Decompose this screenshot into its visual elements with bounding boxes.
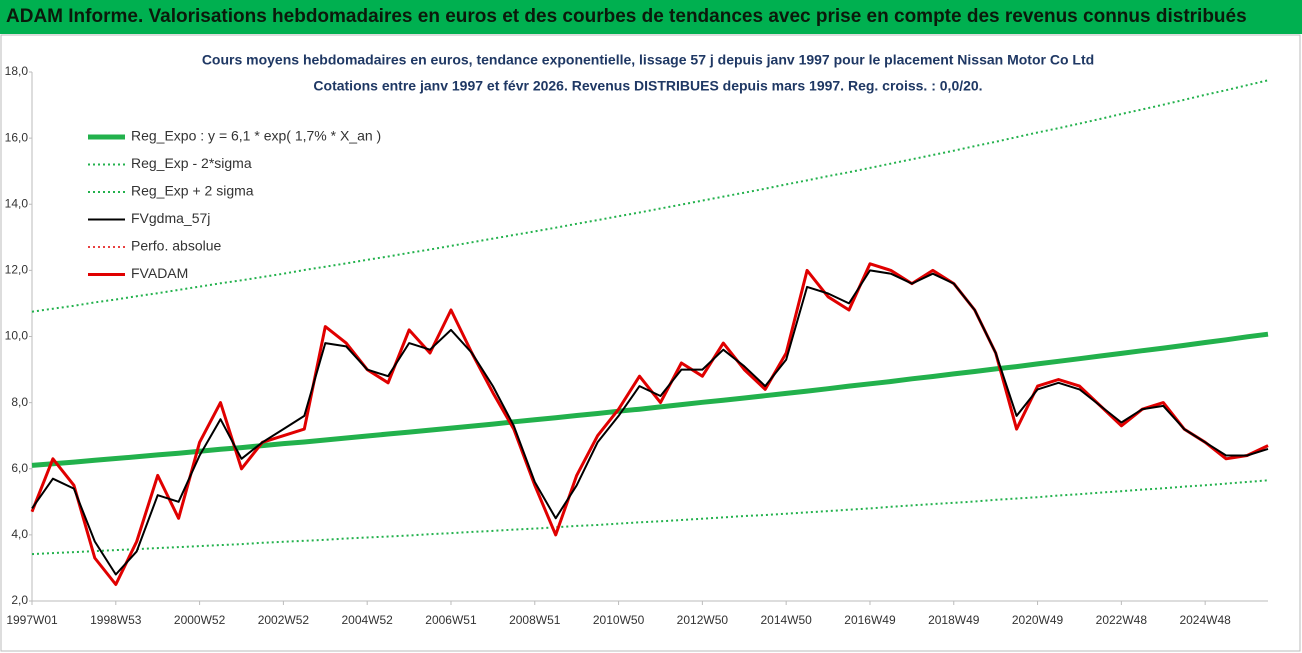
y-tick-label: 10,0 [5, 329, 29, 343]
x-tick-label: 2014W50 [760, 613, 812, 627]
legend-label: FVADAM [131, 265, 188, 281]
x-tick-label: 2002W52 [258, 613, 310, 627]
y-tick-label: 8,0 [11, 395, 28, 409]
legend-label: Reg_Expo : y = 6,1 * exp( 1,7% * X_an ) [131, 128, 381, 144]
series-line [30, 262, 1269, 586]
legend-label: Reg_Exp - 2*sigma [131, 155, 252, 171]
y-tick-label: 12,0 [5, 263, 29, 277]
series-line [31, 269, 1269, 576]
legend-label: Reg_Exp + 2 sigma [131, 183, 254, 199]
x-tick-label: 2022W48 [1096, 613, 1148, 627]
chart-border [0, 34, 1301, 652]
banner-title: ADAM Informe. Valorisations hebdomadaire… [0, 0, 1302, 34]
subtitle: Cotations entre janv 1997 et févr 2026. … [313, 78, 982, 94]
subtitle: Cours moyens hebdomadaires en euros, ten… [202, 52, 1094, 68]
x-tick-label: 2024W48 [1179, 613, 1231, 627]
legend-label: FVgdma_57j [131, 210, 210, 226]
y-tick-label: 4,0 [11, 527, 28, 541]
x-tick-label: 2012W50 [677, 613, 729, 627]
x-tick-label: 2004W52 [341, 613, 393, 627]
x-tick-label: 2000W52 [174, 613, 226, 627]
x-tick-label: 2018W49 [928, 613, 980, 627]
x-tick-label: 2008W51 [509, 613, 561, 627]
series-line [31, 479, 1269, 556]
x-tick-label: 1998W53 [90, 613, 142, 627]
x-tick-label: 1997W01 [6, 613, 58, 627]
x-tick-label: 2020W49 [1012, 613, 1064, 627]
chart: Cours moyens hebdomadaires en euros, ten… [0, 34, 1301, 652]
y-tick-label: 16,0 [5, 130, 29, 144]
x-tick-label: 2010W50 [593, 613, 645, 627]
series-line [31, 79, 1269, 313]
y-tick-label: 14,0 [5, 196, 29, 210]
y-tick-label: 6,0 [11, 461, 28, 475]
series-line [31, 331, 1269, 468]
y-tick-label: 18,0 [5, 64, 29, 78]
y-tick-label: 2,0 [11, 593, 28, 607]
x-tick-label: 2016W49 [844, 613, 896, 627]
legend-label: Perfo. absolue [131, 238, 221, 254]
x-tick-label: 2006W51 [425, 613, 477, 627]
